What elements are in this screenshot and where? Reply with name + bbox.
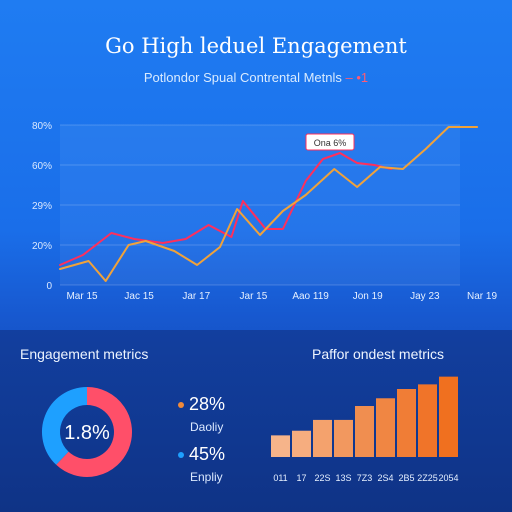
y-tick-label: 0 (46, 281, 52, 292)
bar-4 (334, 419, 353, 457)
chart-grid (60, 124, 460, 286)
bar-category-label: 011 (273, 473, 287, 483)
y-tick-label: 80% (32, 121, 52, 132)
y-tick-label: 60% (32, 161, 52, 172)
x-tick-label: Aao 119 (292, 291, 329, 302)
x-tick-label: Jac 15 (124, 291, 154, 302)
bar-1 (271, 435, 290, 457)
x-tick-label: Jon 19 (353, 291, 383, 302)
bar-6 (376, 398, 395, 457)
bar-category-label: 13S (335, 473, 351, 483)
x-tick-label: Jar 15 (240, 291, 268, 302)
bar-category-label: 17 (296, 473, 306, 483)
bar-2 (292, 430, 311, 457)
kpi-label-2: Enpliy (190, 470, 223, 484)
donut-section-title: Engagement metrics (20, 346, 149, 362)
bar-3 (313, 419, 332, 457)
bar-8 (418, 384, 437, 457)
bar-chart: 011 17 22S 13S 7Z3 2S4 2B5 2Z25 2054 (271, 376, 459, 483)
bar-section-title: Paffor ondest metrics (312, 346, 445, 362)
donut-chart: 1.8% (42, 387, 132, 477)
x-tick-label: Nar 19 (467, 291, 497, 302)
x-tick-label: Jar 17 (182, 291, 210, 302)
y-axis-ticks: 0 20% 29% 60% 80% (32, 121, 52, 292)
series-layer (59, 126, 479, 282)
kpi-value-2: 45% (178, 444, 225, 465)
donut-slice-1 (56, 387, 132, 477)
annotation-box (305, 133, 355, 151)
bar-5 (355, 406, 374, 457)
kpi-dot-1 (178, 402, 184, 409)
annotation-label: Ona 6% (314, 138, 347, 148)
bar-7 (397, 389, 416, 457)
series-line-1 (59, 152, 393, 266)
bar-category-label: 7Z3 (357, 473, 373, 483)
page-subtitle: Potlondor Spual Contrental Metnls – •1 (0, 70, 512, 85)
y-tick-label: 29% (32, 201, 52, 212)
bar-category-label: 2Z25 (417, 473, 438, 483)
bar-9 (439, 376, 458, 457)
donut-slice-2 (42, 387, 88, 465)
bar-category-label: 2B5 (398, 473, 414, 483)
series-line-2 (59, 126, 479, 282)
x-axis-ticks: Mar 15 Jac 15 Jar 17 Jar 15 Aao 119 Jon 19 Jay… (66, 291, 497, 302)
kpi-value-1: 28% (178, 394, 225, 415)
y-tick-label: 20% (32, 241, 52, 252)
kpi-label-1: Daoliy (190, 420, 224, 434)
bar-category-label: 2S4 (377, 473, 393, 483)
page-title: Go High leduel Engagement (105, 34, 407, 58)
kpi-dot-2 (178, 452, 184, 459)
chart-annotation: Ona 6% (305, 133, 355, 151)
subtitle-text: Potlondor Spual Contrental Metnls (143, 70, 342, 85)
x-tick-label: Jay 23 (410, 291, 440, 302)
bar-category-label: 22S (314, 473, 330, 483)
subtitle-mark: – •1 (345, 70, 369, 85)
top-section: Go High leduel Engagement Potlondor Spua… (0, 34, 512, 85)
bar-category-label: 2054 (438, 473, 458, 483)
plot-area (60, 125, 460, 285)
x-tick-label: Mar 15 (66, 291, 98, 302)
donut-center-label: 1.8% (64, 422, 110, 444)
